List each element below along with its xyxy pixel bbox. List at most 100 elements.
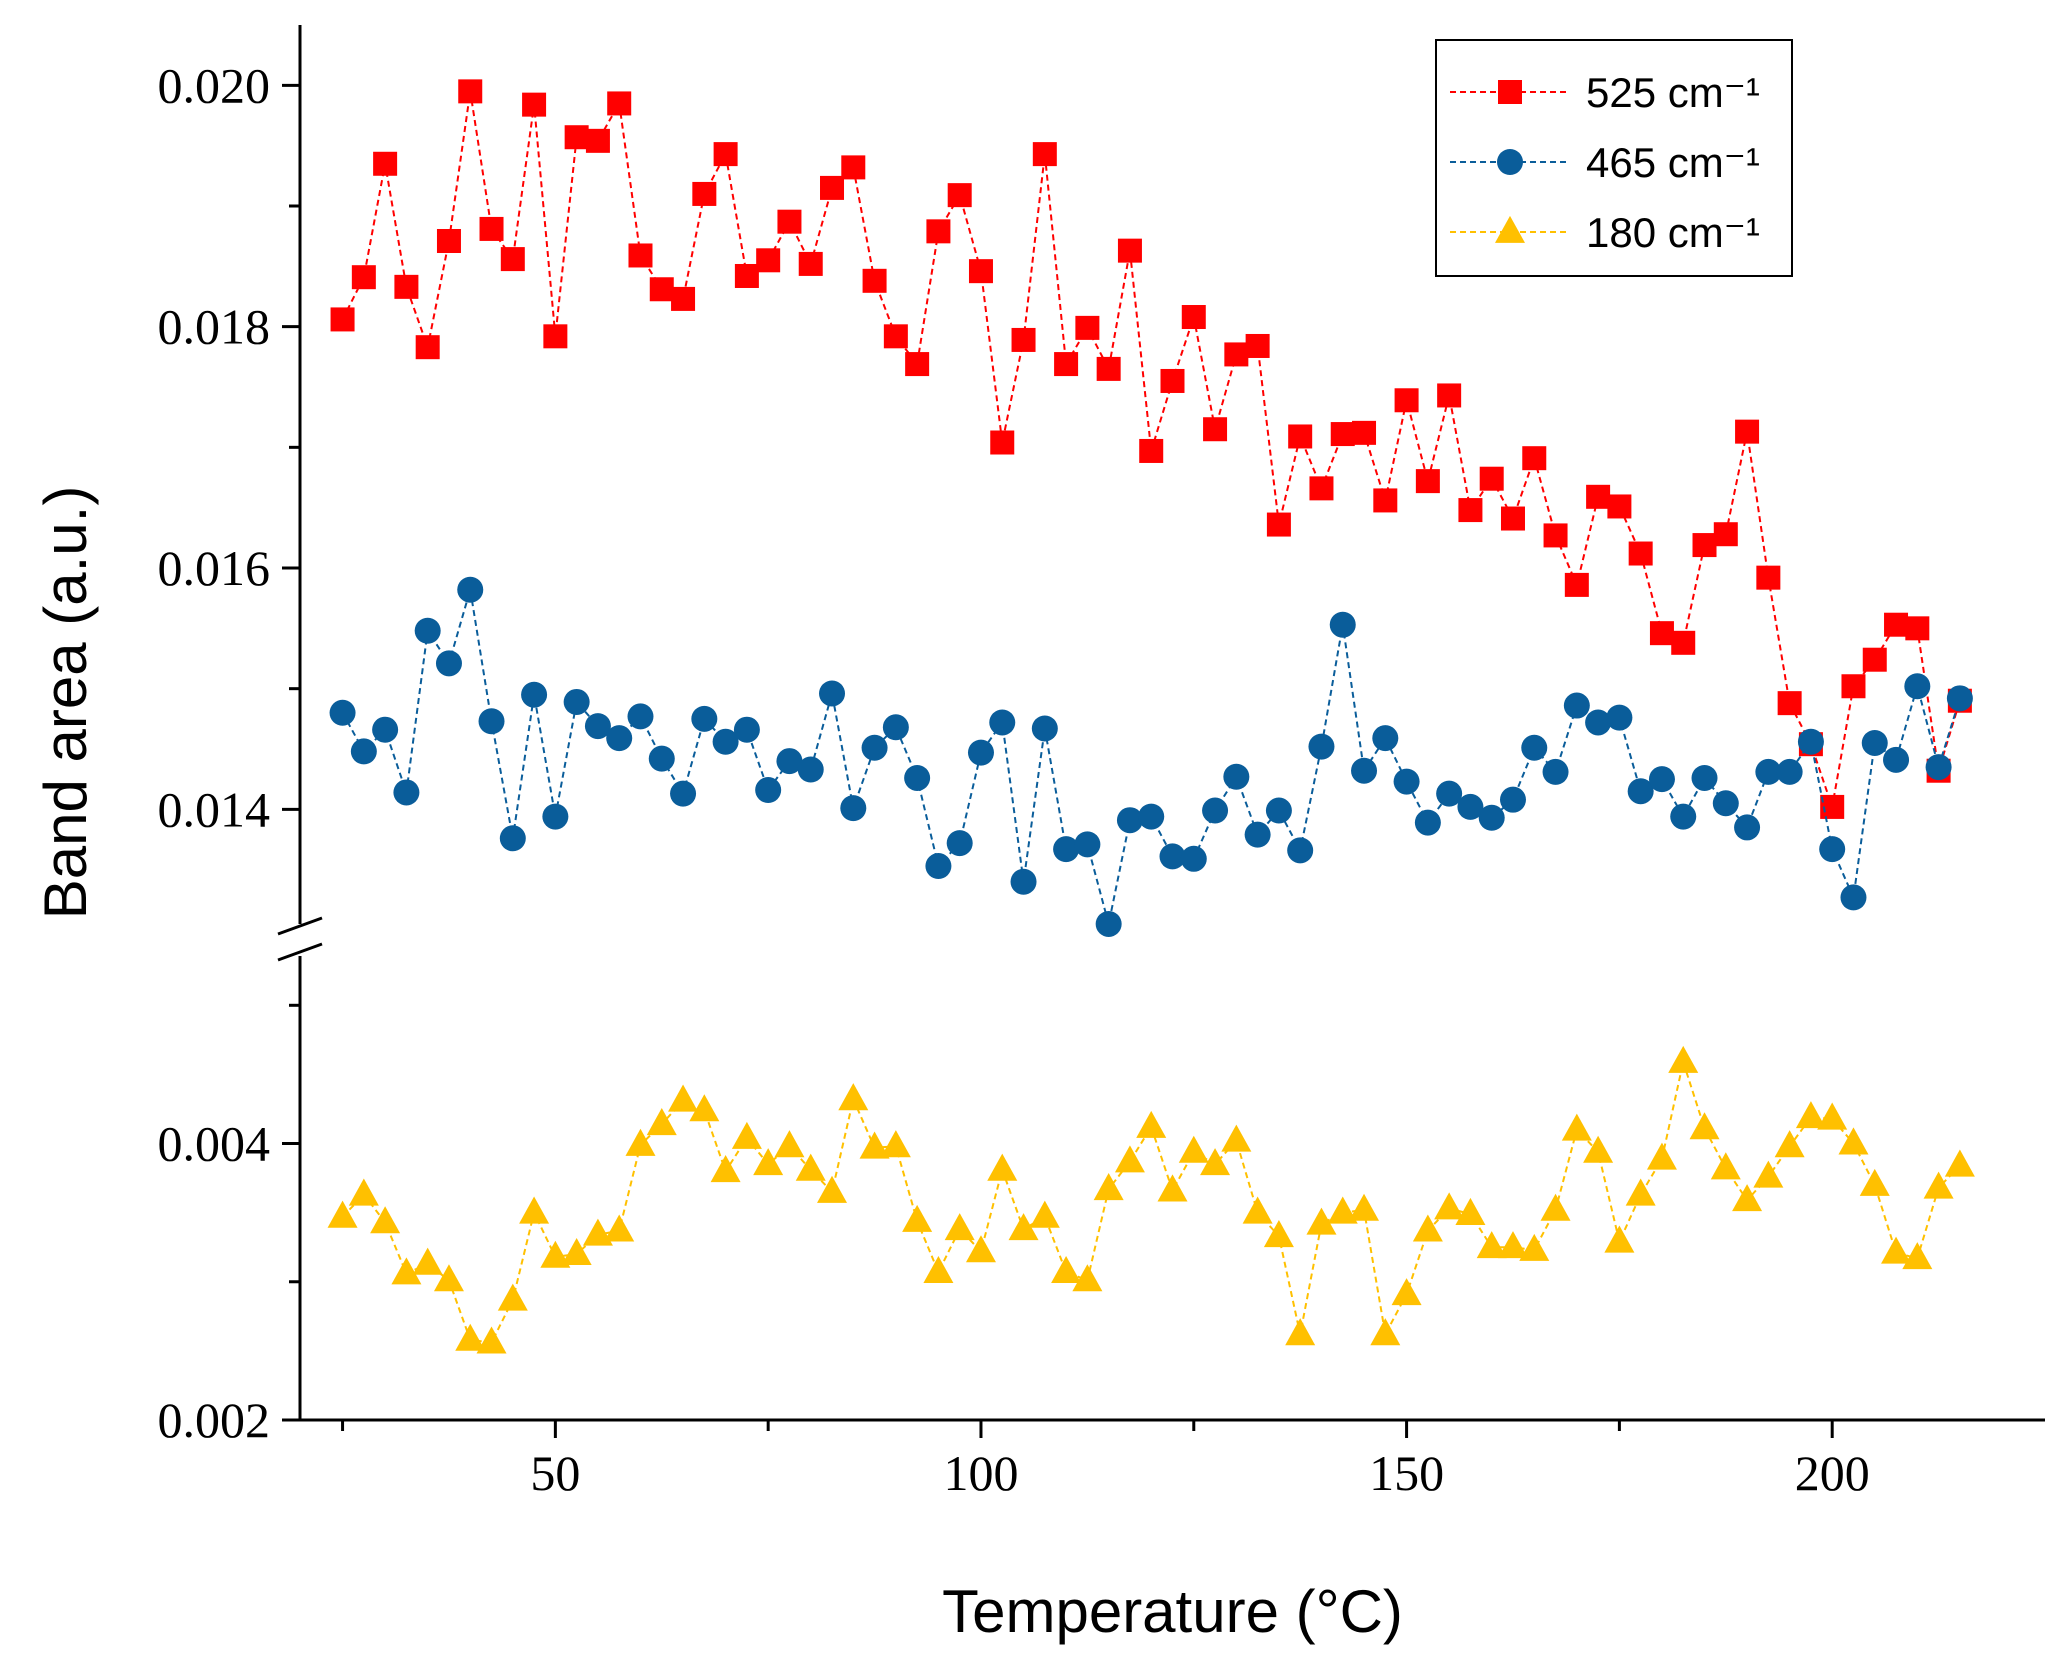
data-point [435,650,462,677]
data-point [967,739,994,766]
data-point [926,219,951,244]
data-point [691,705,718,732]
data-point [628,243,653,268]
data-point [1200,1148,1231,1176]
data-point [1031,715,1058,742]
data-point [499,825,526,852]
data-point [564,125,589,150]
data-point [1114,1145,1145,1173]
data-point [521,681,548,708]
legend-label: 525 cm⁻¹ [1586,69,1760,116]
data-point [1795,1101,1826,1129]
data-point [519,1196,550,1224]
legend-marker [1497,149,1523,175]
data-point [1351,757,1378,784]
data-point [436,228,461,253]
legend-item: 465 cm⁻¹ [1450,139,1760,186]
data-point [457,576,484,603]
data-point [1263,1220,1294,1248]
data-point [838,1083,869,1111]
data-point [923,1255,954,1284]
data-point [944,1213,975,1241]
data-point [500,247,525,272]
data-point [1561,1113,1592,1141]
data-point [1327,1196,1358,1224]
data-point [393,779,420,806]
data-point [478,708,505,735]
data-point [883,324,908,349]
data-point [329,699,356,726]
data-point [841,155,866,180]
data-point [1285,1318,1316,1346]
data-point [1391,1278,1422,1306]
data-point [1221,1124,1252,1152]
data-point [1543,523,1568,548]
data-point [1797,728,1824,755]
data-point [1905,616,1930,641]
x-tick-label: 50 [530,1445,580,1501]
data-point [859,1131,890,1159]
data-point [1627,778,1654,805]
x-tick-label: 100 [943,1445,1018,1501]
axes-layer: 50 100 150 200 0.002 0.004 0.014 0.016 0.018 0.02… [32,25,2045,1645]
data-point [1499,786,1526,813]
data-point [476,1326,507,1354]
data-point [1093,1173,1124,1201]
data-point [1095,910,1122,937]
data-point [1712,790,1739,817]
x-tick-label: 150 [1369,1445,1444,1501]
data-point [1777,691,1802,716]
legend-marker [1498,80,1522,104]
data-point [1306,1207,1337,1235]
data-point [1074,831,1101,858]
data-point [1884,612,1909,637]
data-point [648,745,675,772]
data-point [1670,803,1697,830]
data-point [1692,533,1717,558]
data-point [989,709,1016,736]
data-point [1944,1149,1975,1177]
data-point [348,1178,379,1206]
data-point [455,1323,486,1351]
data-point [1606,704,1633,731]
data-point [1478,804,1505,831]
data-point [710,1155,741,1183]
legend-item: 525 cm⁻¹ [1450,69,1760,116]
data-point [1840,884,1867,911]
series-2 [327,1045,1975,1354]
data-point [1732,1184,1763,1212]
data-point [1139,438,1164,463]
data-point [1923,1171,1954,1199]
data-point [819,680,846,707]
data-point [713,142,738,167]
data-point [755,777,782,804]
data-point [905,352,930,377]
data-point [1288,424,1313,449]
data-point [1668,1045,1699,1073]
data-point [1181,305,1206,330]
data-point [777,209,802,234]
data-point [1862,647,1887,672]
data-point [350,738,377,765]
data-point [1689,1112,1720,1140]
data-point [646,1108,677,1136]
data-point [798,251,823,276]
data-point [606,725,633,752]
data-point [731,1121,762,1149]
legend: 525 cm⁻¹ 465 cm⁻¹ 180 cm⁻¹ [1435,39,1793,277]
data-point [1436,780,1463,807]
data-point [1522,446,1547,471]
series-line [341,589,1961,925]
data-point [733,716,760,743]
data-point [1029,1200,1060,1228]
data-point [1242,1196,1273,1224]
legend-marker [1495,215,1525,243]
data-point [1776,758,1803,785]
data-point [1160,368,1185,393]
data-point [990,430,1015,455]
data-point [1437,383,1462,408]
data-point [1753,1160,1784,1188]
data-point [1159,843,1186,870]
data-point [1051,1255,1082,1284]
